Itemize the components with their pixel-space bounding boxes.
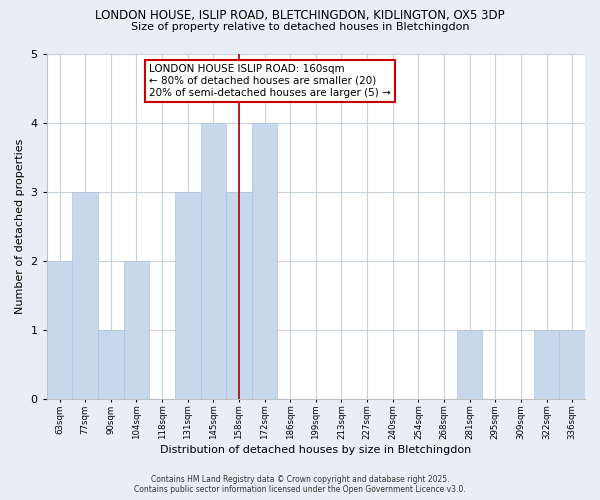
Bar xyxy=(47,261,73,399)
Bar xyxy=(226,192,252,399)
Bar xyxy=(252,123,277,399)
Bar xyxy=(175,192,200,399)
Bar xyxy=(457,330,482,399)
Bar xyxy=(124,261,149,399)
Bar xyxy=(534,330,559,399)
Bar xyxy=(200,123,226,399)
Text: LONDON HOUSE, ISLIP ROAD, BLETCHINGDON, KIDLINGTON, OX5 3DP: LONDON HOUSE, ISLIP ROAD, BLETCHINGDON, … xyxy=(95,9,505,22)
Bar xyxy=(73,192,98,399)
Text: Size of property relative to detached houses in Bletchingdon: Size of property relative to detached ho… xyxy=(131,22,469,32)
Y-axis label: Number of detached properties: Number of detached properties xyxy=(15,139,25,314)
Bar xyxy=(559,330,585,399)
Bar xyxy=(98,330,124,399)
X-axis label: Distribution of detached houses by size in Bletchingdon: Distribution of detached houses by size … xyxy=(160,445,472,455)
Text: Contains HM Land Registry data © Crown copyright and database right 2025.
Contai: Contains HM Land Registry data © Crown c… xyxy=(134,474,466,494)
Text: LONDON HOUSE ISLIP ROAD: 160sqm
← 80% of detached houses are smaller (20)
20% of: LONDON HOUSE ISLIP ROAD: 160sqm ← 80% of… xyxy=(149,64,391,98)
